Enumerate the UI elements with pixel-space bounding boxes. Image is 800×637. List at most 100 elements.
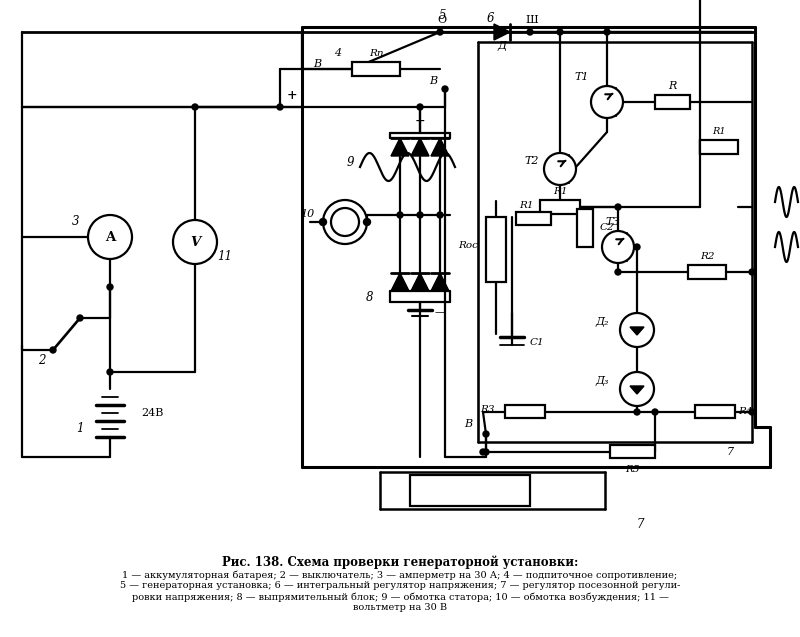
- Text: R1: R1: [553, 187, 567, 196]
- Circle shape: [331, 208, 359, 236]
- Text: 1 — аккумуляторная батарея; 2 — выключатель; 3 — амперметр на 30 А; 4 — подпиточ: 1 — аккумуляторная батарея; 2 — выключат…: [122, 570, 678, 580]
- Text: Ш: Ш: [526, 15, 538, 25]
- Text: T3: T3: [606, 217, 620, 227]
- Circle shape: [544, 153, 576, 185]
- Bar: [695, 405, 735, 418]
- Text: 7: 7: [726, 447, 734, 457]
- Circle shape: [417, 104, 423, 110]
- Text: —: —: [434, 307, 446, 317]
- Circle shape: [591, 86, 623, 118]
- Bar: [410, 475, 530, 506]
- Text: В: В: [464, 419, 472, 429]
- Circle shape: [527, 29, 533, 35]
- Circle shape: [77, 315, 83, 321]
- Bar: [505, 405, 545, 418]
- Circle shape: [192, 104, 198, 110]
- Circle shape: [615, 204, 621, 210]
- Circle shape: [397, 212, 403, 218]
- Text: A: A: [105, 231, 115, 243]
- Bar: [352, 62, 400, 76]
- Text: T2: T2: [525, 156, 539, 166]
- Bar: [577, 209, 593, 247]
- Circle shape: [442, 86, 448, 92]
- Circle shape: [417, 212, 423, 218]
- Text: Rп: Rп: [369, 48, 383, 57]
- Text: Д: Д: [498, 41, 506, 51]
- Circle shape: [615, 269, 621, 275]
- Circle shape: [602, 231, 634, 263]
- Polygon shape: [630, 327, 644, 335]
- Circle shape: [323, 200, 367, 244]
- Text: T1: T1: [574, 72, 590, 82]
- Text: V: V: [190, 236, 200, 248]
- Bar: [700, 140, 738, 154]
- Bar: [688, 265, 726, 279]
- Circle shape: [88, 215, 132, 259]
- Circle shape: [749, 269, 755, 275]
- Circle shape: [107, 284, 113, 290]
- Text: R1: R1: [518, 201, 534, 210]
- Text: 6: 6: [486, 11, 494, 24]
- Text: Д₂: Д₂: [595, 317, 609, 327]
- Bar: [540, 200, 580, 214]
- Text: 4: 4: [334, 48, 342, 58]
- Bar: [486, 217, 506, 282]
- Circle shape: [483, 449, 489, 455]
- Text: 10: 10: [300, 209, 314, 219]
- Bar: [516, 212, 551, 225]
- Text: В: В: [313, 59, 321, 69]
- Bar: [610, 445, 655, 458]
- Circle shape: [557, 29, 563, 35]
- Polygon shape: [411, 273, 429, 291]
- Circle shape: [173, 220, 217, 264]
- Circle shape: [319, 218, 326, 225]
- Text: R3: R3: [480, 406, 494, 415]
- Text: +: +: [414, 115, 426, 127]
- Polygon shape: [431, 273, 449, 291]
- Circle shape: [620, 313, 654, 347]
- Polygon shape: [391, 273, 409, 291]
- Circle shape: [437, 29, 443, 35]
- Circle shape: [749, 409, 755, 415]
- Text: Д₃: Д₃: [595, 376, 609, 386]
- Circle shape: [620, 372, 654, 406]
- Text: 7: 7: [636, 517, 644, 531]
- Text: вольтметр на 30 В: вольтметр на 30 В: [353, 603, 447, 613]
- Text: 1: 1: [76, 422, 84, 436]
- Circle shape: [652, 409, 658, 415]
- Polygon shape: [431, 138, 449, 156]
- Circle shape: [480, 449, 486, 455]
- Polygon shape: [494, 24, 510, 40]
- Text: R: R: [668, 81, 676, 91]
- Circle shape: [604, 29, 610, 35]
- Circle shape: [634, 409, 640, 415]
- Text: Рис. 138. Схема проверки генераторной установки:: Рис. 138. Схема проверки генераторной ус…: [222, 555, 578, 569]
- Text: 8: 8: [366, 290, 374, 303]
- Text: R4: R4: [738, 408, 752, 417]
- Circle shape: [107, 369, 113, 375]
- Text: R1: R1: [712, 127, 726, 136]
- Text: 5: 5: [438, 8, 446, 22]
- Text: 9: 9: [346, 155, 354, 169]
- Text: 24В: 24В: [141, 408, 163, 418]
- Text: C2: C2: [600, 222, 614, 231]
- Text: R5: R5: [625, 466, 639, 475]
- Bar: [655, 95, 690, 109]
- Text: 5 — генераторная установка; 6 — интегральный регулятор напряжения; 7 — регулятор: 5 — генераторная установка; 6 — интеграл…: [120, 582, 680, 590]
- Text: Rос: Rос: [458, 241, 478, 250]
- Polygon shape: [630, 386, 644, 394]
- Text: +: +: [286, 89, 298, 101]
- Text: ровки напряжения; 8 — выпрямительный блок; 9 — обмотка статора; 10 — обмотка воз: ровки напряжения; 8 — выпрямительный бло…: [131, 592, 669, 602]
- Text: 2: 2: [38, 354, 46, 366]
- Circle shape: [634, 244, 640, 250]
- Text: C1: C1: [530, 338, 544, 347]
- Text: В: В: [429, 76, 437, 86]
- Circle shape: [277, 104, 283, 110]
- Text: 3: 3: [72, 215, 80, 227]
- Circle shape: [437, 212, 443, 218]
- Circle shape: [50, 347, 56, 353]
- Circle shape: [483, 431, 489, 437]
- Text: 11: 11: [218, 250, 233, 262]
- Circle shape: [363, 218, 370, 225]
- Text: O: O: [438, 15, 446, 25]
